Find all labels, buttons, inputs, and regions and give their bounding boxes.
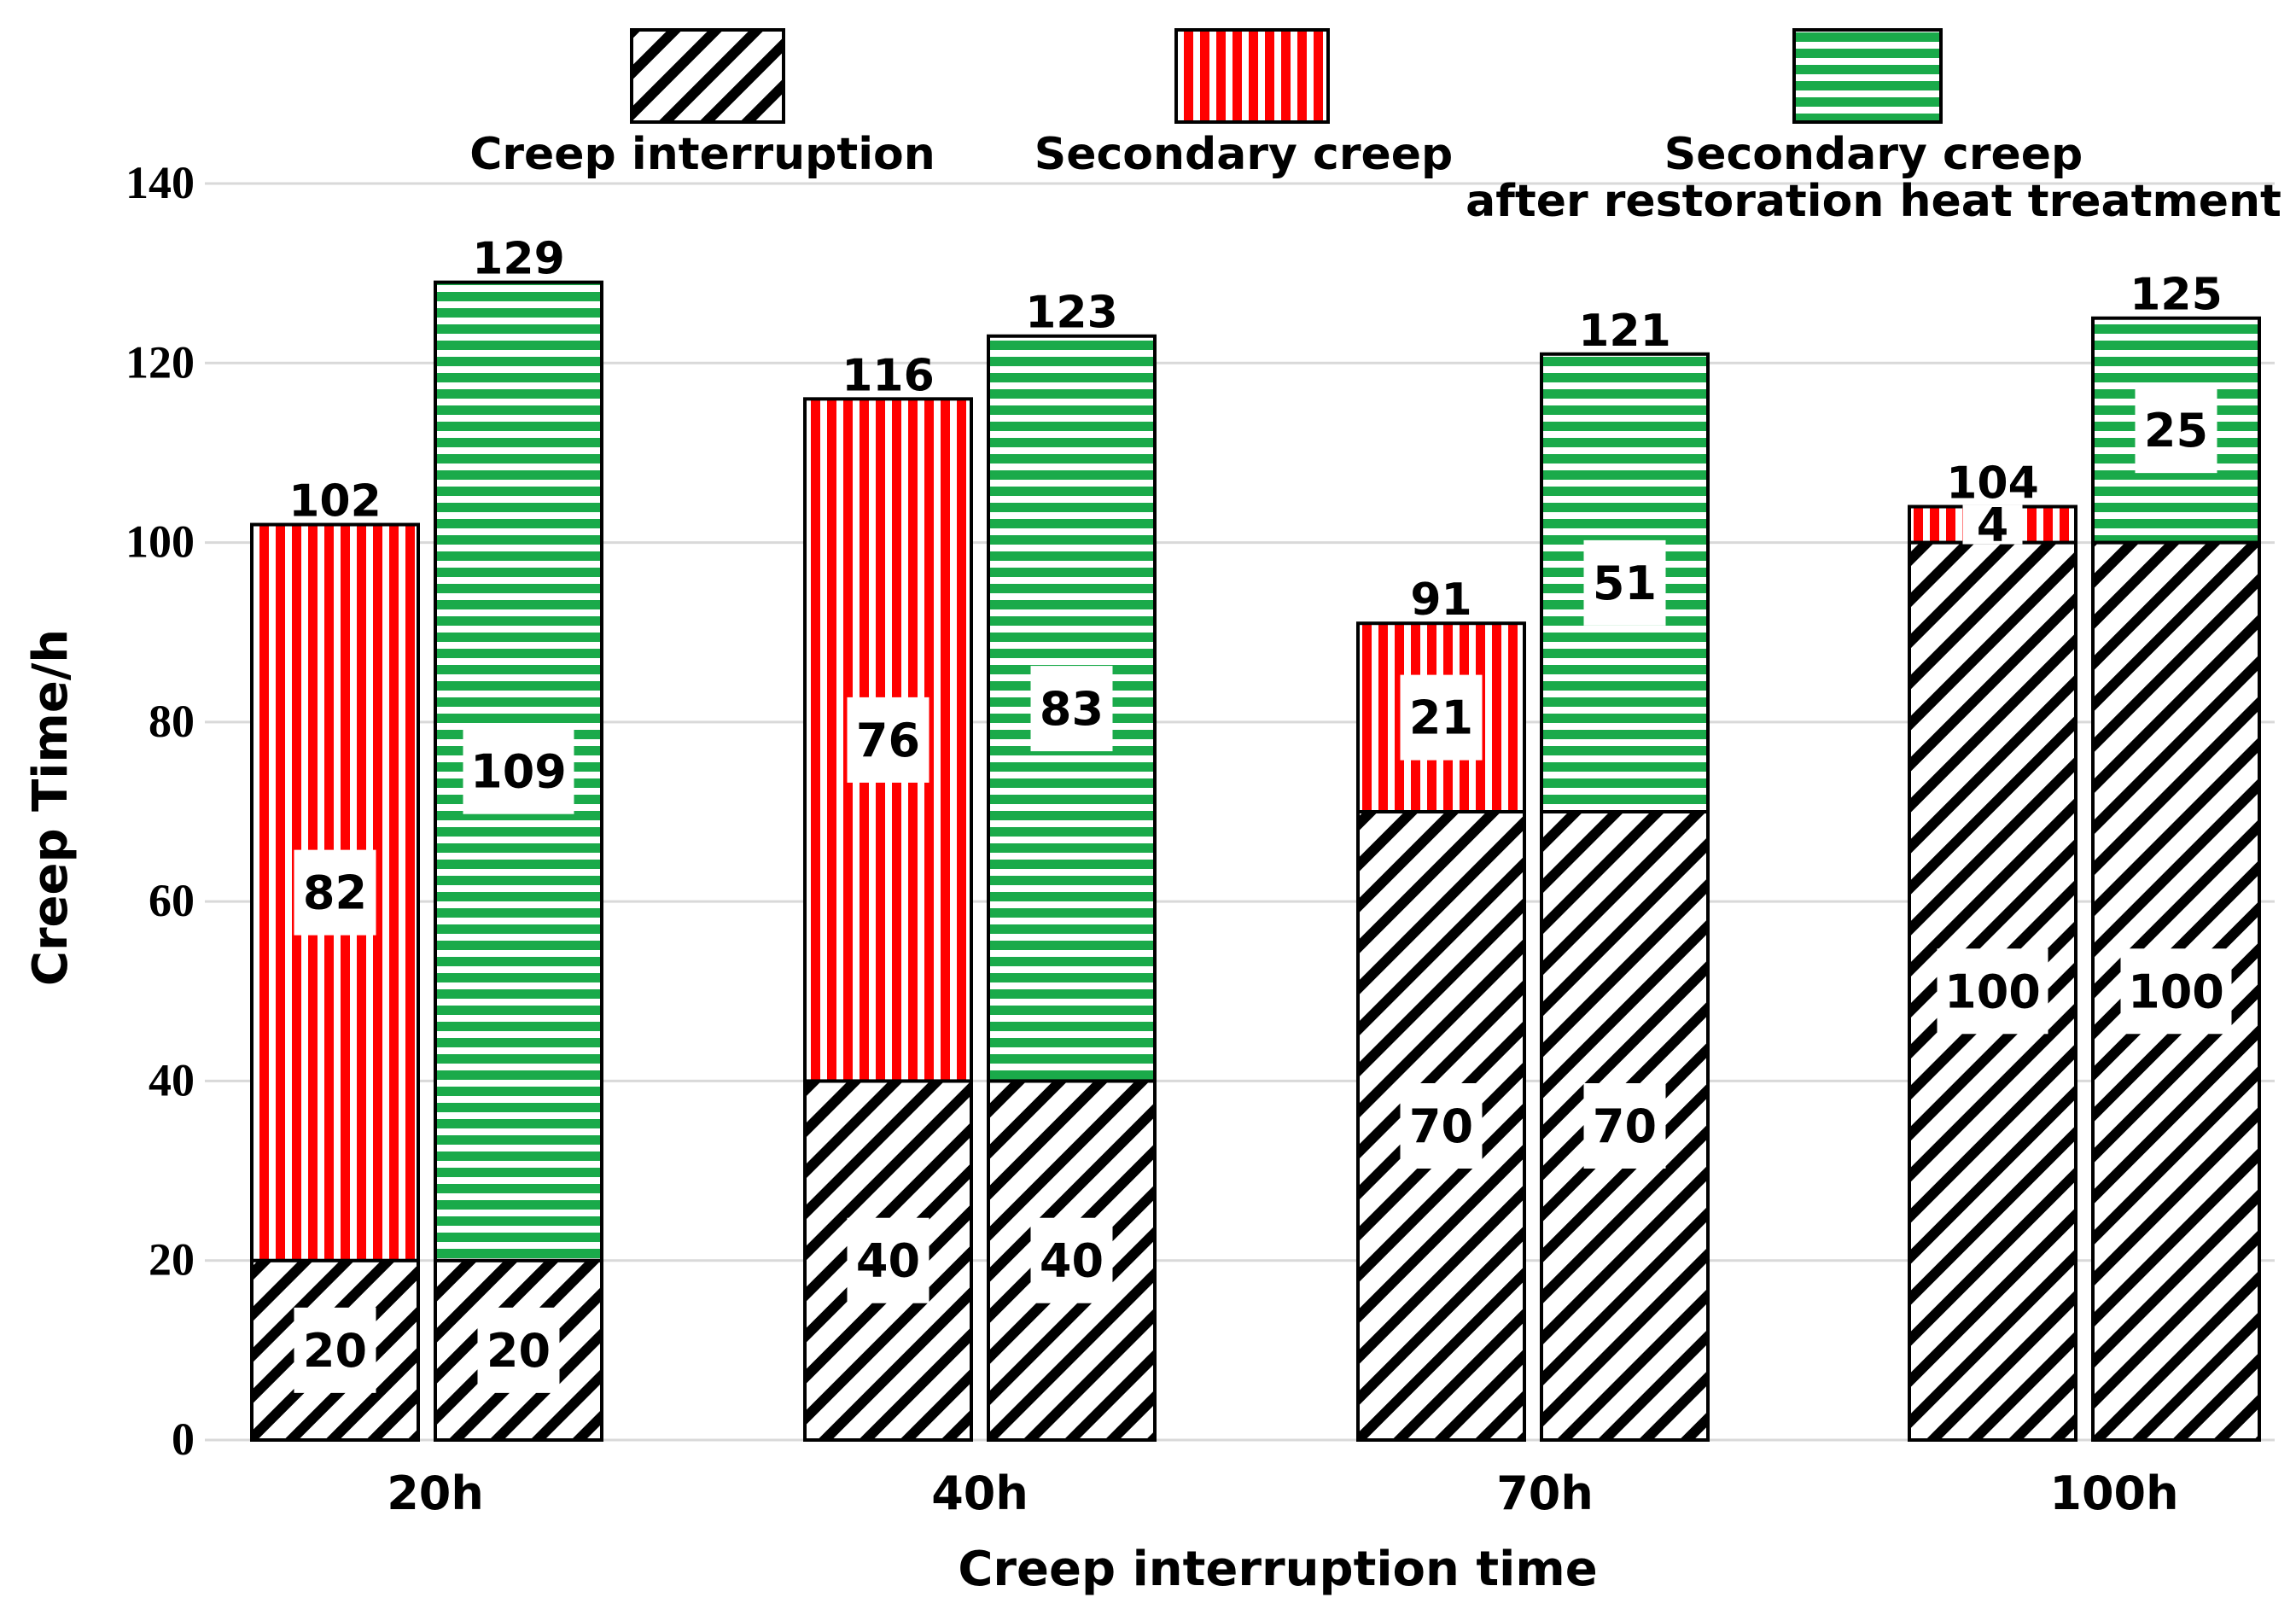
data-labels: 20 82 102 20 109 129 40 76 116 40 83 123 70 21 91 70 51 1… xyxy=(288,234,2232,1393)
label-box xyxy=(294,849,376,936)
bar-total-label: 116 xyxy=(842,350,935,401)
y-axis-title: Creep Time/h xyxy=(23,629,79,986)
segment-value-label: 20 xyxy=(477,1307,560,1393)
label-box xyxy=(847,1217,929,1303)
bar-70h-restored xyxy=(1540,352,1710,1442)
y-tick-label: 140 xyxy=(125,157,195,208)
segment-value-label: 51 xyxy=(1583,539,1666,626)
legend: Creep interruption Secondary creep Seconda… xyxy=(469,28,2281,227)
segment-value: 20 xyxy=(487,1324,551,1378)
bar-20h-secondary xyxy=(250,522,420,1442)
x-category-label: 70h xyxy=(1496,1466,1594,1520)
segment-value: 76 xyxy=(856,714,920,767)
y-tick-label: 0 xyxy=(172,1414,195,1465)
label-box xyxy=(2135,388,2217,474)
segment-value-label: 83 xyxy=(1030,666,1113,752)
x-category-label: 100h xyxy=(2049,1466,2178,1520)
x-category-label: 40h xyxy=(931,1466,1029,1520)
segment-value: 100 xyxy=(2128,965,2224,1018)
segment-value-label: 100 xyxy=(2120,948,2232,1035)
bar-total-label: 129 xyxy=(472,234,565,285)
segment-value: 51 xyxy=(1593,557,1657,610)
bar-total-label: 104 xyxy=(1946,458,2039,510)
y-tick-label: 80 xyxy=(149,696,195,747)
bar-20h-restored xyxy=(434,280,603,1442)
legend-item-secondary: Secondary creep xyxy=(1034,28,1453,180)
segment-value-label: 25 xyxy=(2135,388,2217,474)
label-box xyxy=(294,1307,376,1393)
segment-value: 40 xyxy=(856,1234,920,1288)
bar-total-label: 121 xyxy=(1578,306,1671,357)
segment-value: 82 xyxy=(303,866,367,920)
legend-label: Creep interruption xyxy=(469,129,935,180)
bar-segment-interrupt xyxy=(1356,810,1526,1442)
x-axis-title: Creep interruption time xyxy=(958,1542,1597,1597)
segment-value-label: 40 xyxy=(847,1217,929,1303)
legend-label: after restoration heat treatment xyxy=(1466,176,2281,227)
segment-value-label: 20 xyxy=(294,1307,376,1393)
bar-total-label: 102 xyxy=(288,476,382,528)
y-tick-label: 100 xyxy=(125,516,195,568)
segment-value: 83 xyxy=(1040,682,1104,736)
segment-value: 40 xyxy=(1040,1234,1104,1288)
segment-value-label: 109 xyxy=(463,728,574,814)
y-tick-label: 60 xyxy=(149,875,195,926)
label-box xyxy=(847,697,929,783)
legend-label: Secondary creep xyxy=(1664,129,2083,180)
label-box xyxy=(1400,674,1483,761)
legend-swatch xyxy=(1792,28,1943,124)
segment-value: 20 xyxy=(303,1324,367,1378)
label-box xyxy=(477,1307,560,1393)
segment-value: 25 xyxy=(2144,404,2208,458)
segment-value-label: 70 xyxy=(1400,1083,1483,1169)
segment-value: 70 xyxy=(1409,1099,1473,1153)
segment-value-label: 21 xyxy=(1400,674,1483,761)
y-tick-label: 120 xyxy=(125,336,195,388)
segment-value-label: 70 xyxy=(1583,1083,1666,1169)
segment-value: 109 xyxy=(470,745,567,799)
bars xyxy=(250,280,2261,1443)
label-box xyxy=(1962,504,2023,545)
legend-label: Secondary creep xyxy=(1034,129,1453,180)
bar-total-label: 125 xyxy=(2130,270,2223,321)
label-box xyxy=(1583,539,1666,626)
bar-70h-secondary xyxy=(1356,621,1526,1442)
bar-total-label: 123 xyxy=(1025,288,1118,339)
segment-value-label: 76 xyxy=(847,697,929,783)
bar-total-label: 91 xyxy=(1410,574,1471,626)
label-box xyxy=(1030,666,1113,752)
label-box xyxy=(1583,1083,1666,1169)
label-box xyxy=(1400,1083,1483,1169)
segment-value-label: 4 xyxy=(1962,498,2023,552)
label-box xyxy=(1937,948,2048,1035)
label-box xyxy=(2120,948,2232,1035)
y-tick-label: 20 xyxy=(149,1234,195,1286)
label-box xyxy=(1030,1217,1113,1303)
segment-value-label: 40 xyxy=(1030,1217,1113,1303)
segment-value-label: 100 xyxy=(1937,948,2048,1035)
segment-value: 21 xyxy=(1409,691,1473,745)
segment-value-label: 82 xyxy=(294,849,376,936)
x-category-label: 20h xyxy=(387,1466,484,1520)
segment-value: 70 xyxy=(1593,1099,1657,1153)
label-box xyxy=(463,728,574,814)
legend-swatch xyxy=(1174,28,1330,124)
legend-swatch xyxy=(630,28,785,124)
y-tick-label: 40 xyxy=(149,1054,195,1105)
legend-item-interrupt: Creep interruption xyxy=(469,28,935,180)
y-axis-ticks: 0 20 40 60 80 100 120 140 xyxy=(125,157,195,1465)
x-axis-categories: 20h 40h 70h 100h xyxy=(387,1466,2178,1520)
bar-100h-restored xyxy=(2091,316,2261,1442)
segment-value: 4 xyxy=(1977,498,2009,552)
segment-value: 100 xyxy=(1944,965,2041,1018)
